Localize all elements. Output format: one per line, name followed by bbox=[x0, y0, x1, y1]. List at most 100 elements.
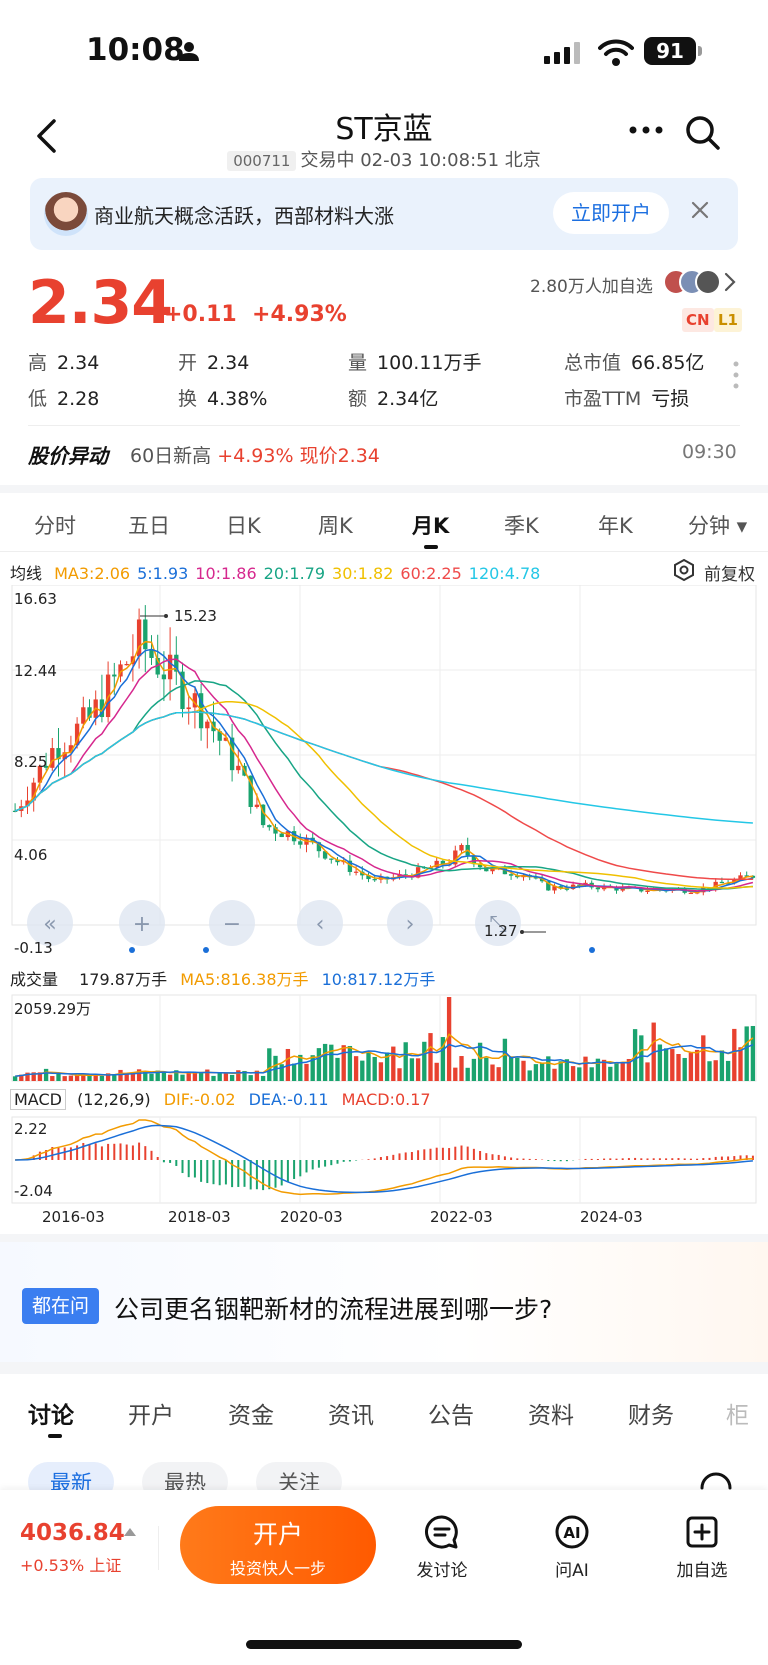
tab-yearly-k[interactable]: 年K bbox=[598, 514, 633, 538]
add-watchlist-button[interactable]: 加自选 bbox=[652, 1514, 752, 1581]
ma-line bbox=[14, 680, 753, 891]
ai-icon: AI bbox=[555, 1515, 589, 1549]
candle-body bbox=[31, 782, 36, 801]
volume-chart[interactable] bbox=[0, 993, 768, 1083]
volume-bar bbox=[62, 1076, 67, 1081]
chart-control-icon: ⤡ bbox=[489, 912, 507, 937]
ma-label: 均线 bbox=[10, 564, 43, 583]
more-icon[interactable] bbox=[628, 125, 664, 135]
ma-legend[interactable]: 均线 MA3:2.06 5:1.93 10:1.86 20:1.79 30:1.82 60… bbox=[10, 560, 554, 584]
candle-body bbox=[43, 765, 49, 768]
section-gap bbox=[0, 1234, 768, 1242]
volume-bar bbox=[539, 1062, 545, 1081]
candle-body bbox=[577, 884, 582, 886]
ask-ai-button[interactable]: AI 问AI bbox=[522, 1514, 622, 1581]
volume-bar bbox=[291, 1063, 297, 1081]
alert-text[interactable]: 60日新高 +4.93% 现价2.34 bbox=[130, 441, 380, 468]
bottom-action-bar: 4036.84 +0.53% 上证 开户 投资快人一步 发讨论 AI 问AI 加… bbox=[0, 1490, 768, 1665]
chevron-right-icon[interactable] bbox=[724, 272, 736, 292]
volume-bar bbox=[415, 1058, 421, 1081]
status-bar: 10:08 91 bbox=[0, 0, 768, 100]
settings-hexagon-icon[interactable] bbox=[672, 558, 696, 582]
hot-question-card[interactable]: 都在问 公司更名铟靶新材的流程进展到哪一步? bbox=[0, 1242, 768, 1362]
tab-announcements[interactable]: 公告 bbox=[428, 1403, 474, 1429]
tab-news[interactable]: 资讯 bbox=[328, 1403, 374, 1429]
candle-body bbox=[56, 748, 61, 760]
volume-bar bbox=[632, 1029, 638, 1081]
candle-body bbox=[81, 707, 86, 724]
tab-funds[interactable]: 资金 bbox=[228, 1403, 274, 1429]
volume-bar bbox=[682, 1057, 687, 1081]
open-account-button[interactable]: 开户 投资快人一步 bbox=[180, 1506, 376, 1584]
volume-bar bbox=[570, 1066, 576, 1081]
alert-now-price: 现价2.34 bbox=[299, 445, 380, 467]
open-account-now-button[interactable]: 立即开户 bbox=[553, 192, 669, 234]
macd-chart[interactable] bbox=[0, 1115, 768, 1205]
tab-more[interactable]: 柜 bbox=[726, 1403, 749, 1429]
tab-minute[interactable]: 分钟 ▾ bbox=[688, 514, 748, 538]
section-gap bbox=[0, 485, 768, 493]
volume-bar bbox=[205, 1069, 210, 1081]
tab-profile[interactable]: 资料 bbox=[528, 1403, 574, 1429]
chart-control-button[interactable] bbox=[209, 900, 255, 946]
divider bbox=[28, 425, 740, 426]
post-discussion-button[interactable]: 发讨论 bbox=[392, 1514, 492, 1581]
candle-body bbox=[99, 699, 105, 718]
candle-body bbox=[614, 887, 619, 891]
volume-bar bbox=[558, 1061, 563, 1081]
candle-body bbox=[236, 765, 241, 771]
candle-body bbox=[136, 619, 142, 657]
volume-bar bbox=[68, 1075, 74, 1081]
more-stats-icon[interactable] bbox=[732, 360, 740, 390]
refresh-icon[interactable] bbox=[698, 1466, 734, 1490]
candle-body bbox=[248, 775, 253, 807]
tab-open-account[interactable]: 开户 bbox=[128, 1403, 174, 1429]
volume-bar bbox=[143, 1071, 148, 1081]
candle-body bbox=[198, 693, 204, 729]
divider bbox=[158, 1526, 159, 1570]
change-percent: +4.93% bbox=[252, 302, 347, 327]
close-icon[interactable] bbox=[690, 200, 710, 220]
back-icon[interactable] bbox=[34, 118, 58, 154]
chart-control-icon: − bbox=[223, 912, 241, 937]
volume-bar bbox=[236, 1070, 241, 1081]
chart-control-button[interactable] bbox=[119, 900, 165, 946]
search-icon[interactable] bbox=[684, 114, 722, 152]
promo-banner[interactable]: 商业航天概念活跃，西部材料大涨 立即开户 bbox=[30, 178, 738, 250]
stat-turnover: 换 4.38% bbox=[178, 388, 268, 410]
volume-bar bbox=[738, 1047, 743, 1081]
chart-control-button[interactable] bbox=[27, 900, 73, 946]
chart-control-button[interactable] bbox=[475, 900, 521, 946]
volume-bar bbox=[676, 1054, 681, 1081]
tab-discussion[interactable]: 讨论 bbox=[28, 1403, 74, 1429]
hot-question[interactable]: 公司更名铟靶新材的流程进展到哪一步? bbox=[114, 1295, 553, 1324]
chat-icon bbox=[425, 1515, 458, 1549]
volume-bar bbox=[341, 1045, 346, 1081]
volume-bar bbox=[471, 1058, 477, 1081]
tab-intraday[interactable]: 分时 bbox=[34, 514, 76, 538]
tab-quarterly-k[interactable]: 季K bbox=[504, 514, 539, 538]
volume-bar bbox=[50, 1076, 55, 1081]
level-tag-l1: L1 bbox=[714, 308, 742, 332]
tab-five-day[interactable]: 五日 bbox=[128, 514, 170, 538]
chart-control-button[interactable] bbox=[387, 900, 433, 946]
tab-monthly-k[interactable]: 月K bbox=[412, 514, 450, 538]
volume-bar bbox=[56, 1073, 61, 1081]
candle-body bbox=[180, 671, 185, 710]
tab-weekly-k[interactable]: 周K bbox=[318, 514, 353, 538]
volume-bar bbox=[391, 1046, 396, 1081]
tab-daily-k[interactable]: 日K bbox=[226, 514, 261, 538]
kline-chart[interactable]: « + − ‹ › ⤡ bbox=[0, 585, 768, 960]
candle-body bbox=[155, 657, 160, 675]
tab-financials[interactable]: 财务 bbox=[628, 1403, 674, 1429]
chart-control-button[interactable] bbox=[297, 900, 343, 946]
volume-bar bbox=[657, 1044, 663, 1081]
adjust-mode-label[interactable]: 前复权 bbox=[704, 565, 755, 585]
volume-bar bbox=[670, 1049, 675, 1081]
alert-title: 股价异动 bbox=[28, 444, 108, 468]
volume-bar bbox=[298, 1054, 303, 1081]
index-value[interactable]: 4036.84 bbox=[20, 1520, 125, 1546]
candle-body bbox=[645, 890, 650, 892]
watchers-count[interactable]: 2.80万人加自选 bbox=[530, 277, 653, 297]
volume-bar bbox=[81, 1074, 86, 1081]
